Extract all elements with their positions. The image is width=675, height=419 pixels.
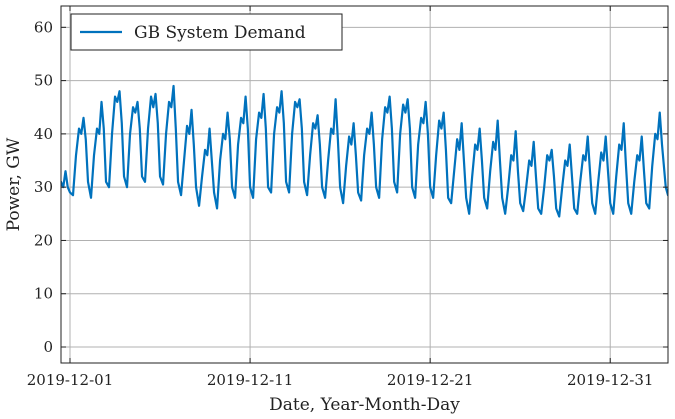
x-tick-label: 2019-12-31: [567, 371, 653, 389]
y-tick-label: 30: [34, 178, 53, 196]
x-axis-label: Date, Year-Month-Day: [269, 395, 460, 415]
x-tick-label: 2019-12-01: [27, 371, 113, 389]
y-tick-label: 10: [34, 285, 53, 303]
x-tick-label: 2019-12-21: [387, 371, 473, 389]
series-line-0: [61, 84, 668, 218]
y-tick-label: 60: [34, 18, 53, 36]
y-axis-label: Power, GW: [4, 137, 24, 231]
y-tick-label: 0: [43, 338, 53, 356]
plot-frame: [60, 5, 669, 364]
legend-label: GB System Demand: [134, 23, 306, 43]
x-tick-label: 2019-12-11: [207, 371, 293, 389]
y-tick-label: 50: [34, 72, 53, 90]
y-tick-label: 40: [34, 125, 53, 143]
tick-labels: 0 10 20 30 40 50 60 2019-12-01 2019-12-11 2019-12…: [27, 18, 654, 389]
series-layer: [61, 84, 668, 218]
tick-marks: [61, 6, 668, 363]
y-tick-label: 20: [34, 231, 53, 249]
legend: GB System Demand: [70, 13, 343, 51]
